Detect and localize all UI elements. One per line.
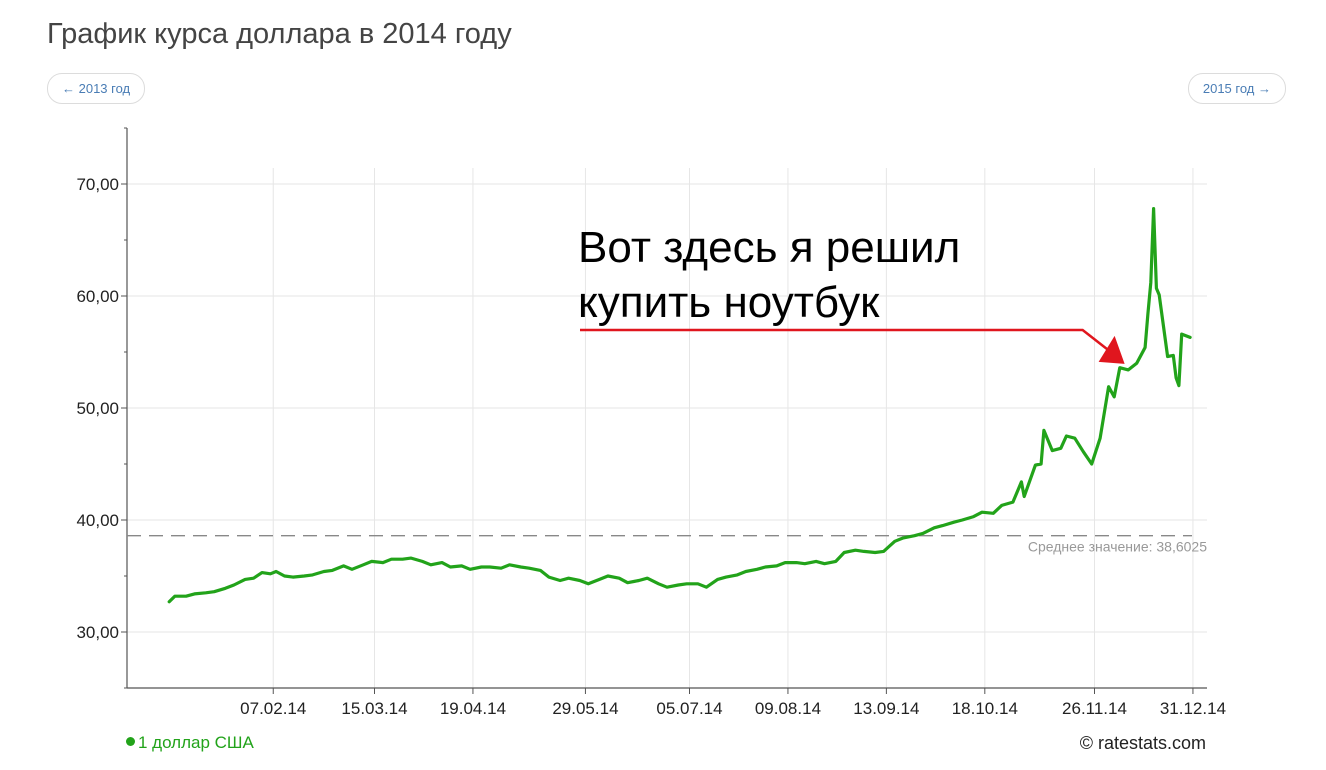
x-tick-label: 13.09.14 [853,699,919,718]
x-tick-label: 31.12.14 [1160,699,1226,718]
average-line-group: Среднее значение: 38,6025 [127,534,1207,555]
next-year-button[interactable]: 2015 год → [1187,73,1286,104]
annotation-group: Вот здесь я решил купить ноутбук [578,223,1125,364]
legend-label: 1 доллар США [138,733,254,752]
legend-item-usd[interactable]: 1 доллар США [126,733,254,753]
series-group [167,207,1192,604]
y-tick-label: 40,00 [76,511,119,530]
y-tick-label: 30,00 [76,623,119,642]
x-tick-label: 15.03.14 [341,699,407,718]
x-tick-label: 18.10.14 [952,699,1018,718]
legend-marker [126,737,135,746]
series-line-usd [167,207,1192,604]
axes: 30,00 40,00 50,00 60,00 70,00 07.02.14 15.03.1… [76,127,1226,718]
x-tick-label: 07.02.14 [240,699,306,718]
annotation-text-line: купить ноутбук [578,278,880,327]
x-tick-label: 26.11.14 [1062,699,1127,718]
annotation-arrow-head [1098,335,1125,364]
x-tick-label: 09.08.14 [755,699,821,718]
x-tick-label: 19.04.14 [440,699,506,718]
average-label: Среднее значение: 38,6025 [1028,539,1207,555]
y-tick-label: 60,00 [76,287,119,306]
annotation-arrow-line [580,328,1112,353]
y-tick-label: 70,00 [76,175,119,194]
credit-text: © ratestats.com [1079,733,1206,753]
y-tick-label: 50,00 [76,399,119,418]
annotation-text-line: Вот здесь я решил [578,223,960,272]
x-tick-label: 29.05.14 [552,699,618,718]
prev-year-button[interactable]: ← 2013 год [47,73,146,104]
x-tick-label: 05.07.14 [656,699,722,718]
grid [127,168,1207,688]
page-title: График курса доллара в 2014 году [47,18,512,50]
